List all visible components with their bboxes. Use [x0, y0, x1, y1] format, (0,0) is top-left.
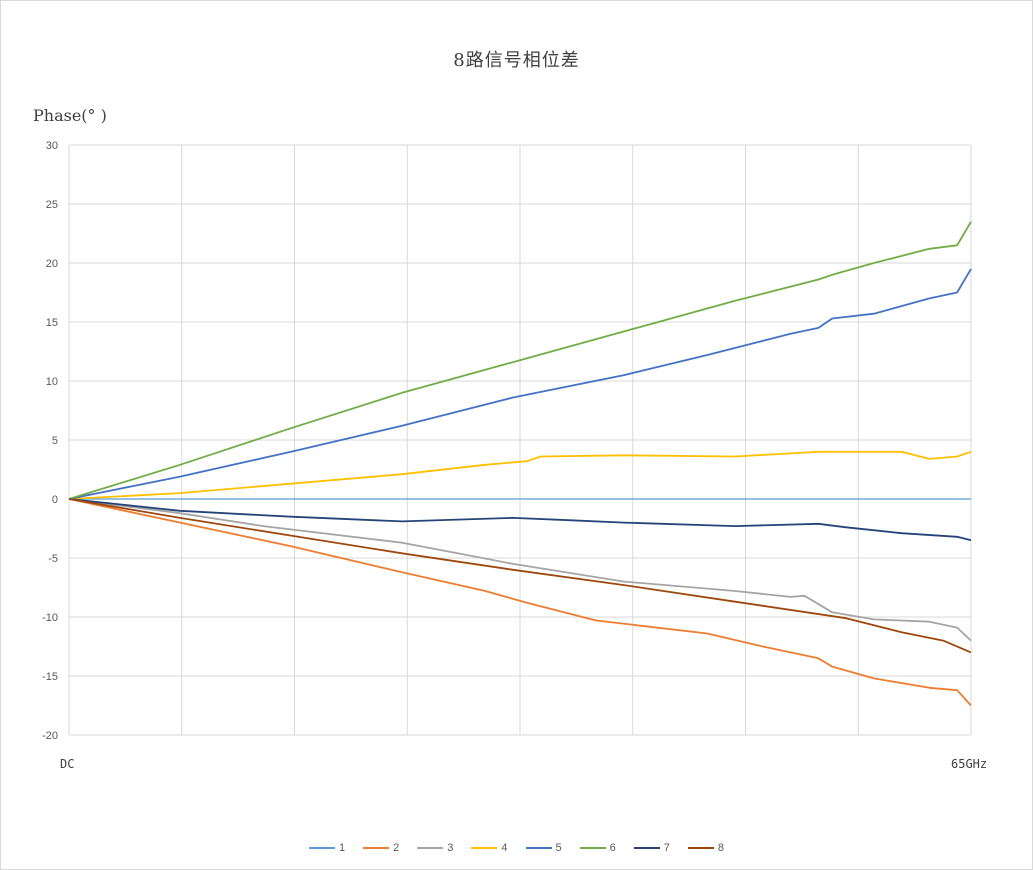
y-tick-label: 0	[52, 494, 58, 506]
x-tick-label-end: 65GHz	[951, 757, 988, 771]
y-tick-label: -10	[42, 612, 58, 624]
legend-item-8: 8	[687, 842, 724, 854]
y-tick-labels: 30 25 20 15 10 5 0 -5 -10 -15 -20	[42, 140, 58, 742]
legend-item-6: 6	[579, 842, 616, 854]
legend-item-1: 1	[309, 842, 345, 854]
legend-item-4: 4	[471, 842, 508, 854]
legend-label: 2	[393, 842, 400, 854]
legend-item-3: 3	[417, 842, 453, 854]
legend: 1 2 3 4 5 6 7 8	[0, 842, 1033, 854]
legend-swatch	[687, 847, 714, 849]
y-tick-label: -15	[42, 671, 58, 683]
legend-swatch	[525, 847, 552, 849]
y-tick-label: 30	[46, 140, 58, 152]
legend-label: 8	[717, 842, 724, 854]
legend-label: 5	[555, 842, 562, 854]
series-line-4	[68, 450, 972, 500]
series-line-6	[68, 221, 972, 500]
legend-swatch	[363, 847, 390, 849]
series-line-5	[68, 268, 972, 500]
legend-label: 1	[339, 842, 346, 854]
legend-swatch	[309, 847, 335, 849]
legend-label: 4	[501, 842, 508, 854]
y-axis-title: Phase(° )	[33, 106, 107, 125]
legend-label: 7	[663, 842, 670, 854]
series-line-2	[68, 498, 972, 707]
series-line-8	[68, 498, 972, 654]
y-tick-label: 5	[52, 435, 58, 447]
grid-lines	[68, 144, 972, 736]
x-tick-label-start: DC	[60, 757, 75, 771]
legend-item-2: 2	[363, 842, 399, 854]
legend-swatch	[417, 847, 444, 849]
legend-item-7: 7	[633, 842, 670, 854]
legend-swatch	[579, 847, 606, 849]
series-line-7	[68, 498, 972, 542]
y-tick-label: 20	[46, 258, 58, 270]
y-tick-label: 15	[46, 317, 58, 329]
series-lines	[68, 221, 972, 707]
y-tick-label: -5	[48, 553, 58, 565]
chart-title: 8路信号相位差	[453, 50, 580, 71]
series-line-3	[68, 498, 972, 642]
legend-label: 3	[447, 842, 454, 854]
y-tick-label: 10	[46, 376, 58, 388]
legend-swatch	[471, 847, 498, 849]
legend-item-5: 5	[525, 842, 562, 854]
y-tick-label: -20	[42, 730, 58, 742]
y-tick-label: 25	[46, 199, 58, 211]
legend-swatch	[633, 847, 660, 849]
legend-label: 6	[609, 842, 616, 854]
